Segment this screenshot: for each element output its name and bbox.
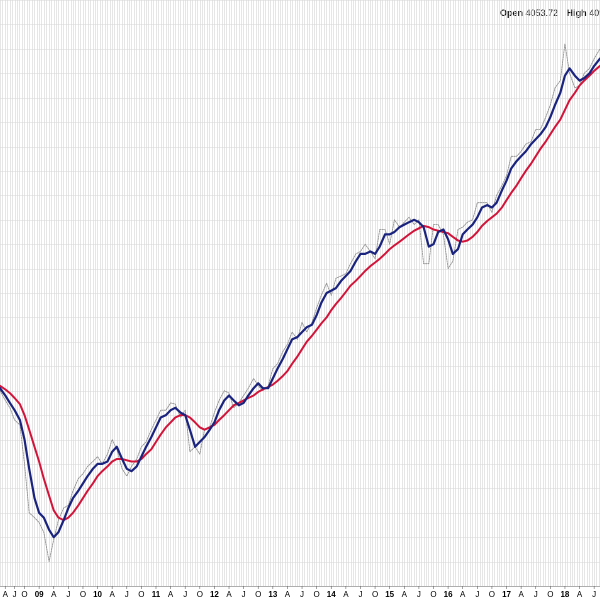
x-tick-label-month: J — [358, 590, 362, 599]
grid — [0, 0, 600, 587]
slow-moving-average-line — [0, 64, 600, 522]
x-tick-label-month: J — [125, 590, 129, 599]
x-tick-label-month: J — [417, 590, 421, 599]
x-tick-label-month: A — [109, 590, 115, 599]
x-tick-label-month: A — [577, 590, 583, 599]
x-tick-label-month: O — [372, 590, 378, 599]
x-tick-label-year: 14 — [327, 590, 336, 599]
x-tick-label-year: 10 — [93, 590, 102, 599]
high-label: High — [566, 8, 587, 18]
open-value: 4053.72 — [525, 8, 559, 18]
x-tick-label-year: 09 — [35, 590, 44, 599]
x-tick-label-year: 11 — [152, 590, 161, 599]
x-tick-label-year: 18 — [560, 590, 569, 599]
x-tick-label-month: O — [314, 590, 320, 599]
x-tick-label-month: A — [168, 590, 174, 599]
x-tick-label-month: A — [3, 590, 9, 599]
x-tick-label-year: 13 — [268, 590, 277, 599]
x-tick-label-month: J — [66, 590, 70, 599]
x-tick-label-month: O — [21, 590, 27, 599]
series-layer — [0, 43, 600, 562]
x-tick-label-month: A — [343, 590, 349, 599]
x-tick-label-month: O — [255, 590, 261, 599]
x-tick-label-year: 16 — [444, 590, 453, 599]
x-tick-label-month: J — [534, 590, 538, 599]
price-series-line — [0, 43, 600, 562]
x-tick-label-month: J — [475, 590, 479, 599]
x-tick-label-year: 17 — [502, 590, 511, 599]
x-tick-label-month: O — [430, 590, 436, 599]
x-tick-label-month: A — [402, 590, 408, 599]
x-tick-label-month: A — [460, 590, 466, 599]
x-tick-label-month: J — [242, 590, 246, 599]
x-tick-label-month: A — [285, 590, 291, 599]
x-tick-label-month: J — [13, 590, 17, 599]
x-tick-label-month: J — [300, 590, 304, 599]
x-tick-label-month: A — [518, 590, 524, 599]
x-tick-label-month: J — [592, 590, 596, 599]
x-tick-label-month: J — [183, 590, 187, 599]
x-tick-label-month: O — [138, 590, 144, 599]
fast-moving-average-line — [0, 57, 600, 539]
x-tick-label-year: 12 — [210, 590, 219, 599]
x-tick-label-month: A — [51, 590, 57, 599]
x-axis: A J O 09 A J O 10 A J O 11 A J O 12 A J O 13 A J O 14 A J O 15 A J O 16… — [3, 586, 596, 599]
x-tick-label-month: O — [489, 590, 495, 599]
x-tick-label-month: O — [197, 590, 203, 599]
x-tick-label-month: O — [80, 590, 86, 599]
x-tick-label-year: 15 — [385, 590, 394, 599]
x-tick-label-month: A — [226, 590, 232, 599]
x-tick-label-month: O — [547, 590, 553, 599]
